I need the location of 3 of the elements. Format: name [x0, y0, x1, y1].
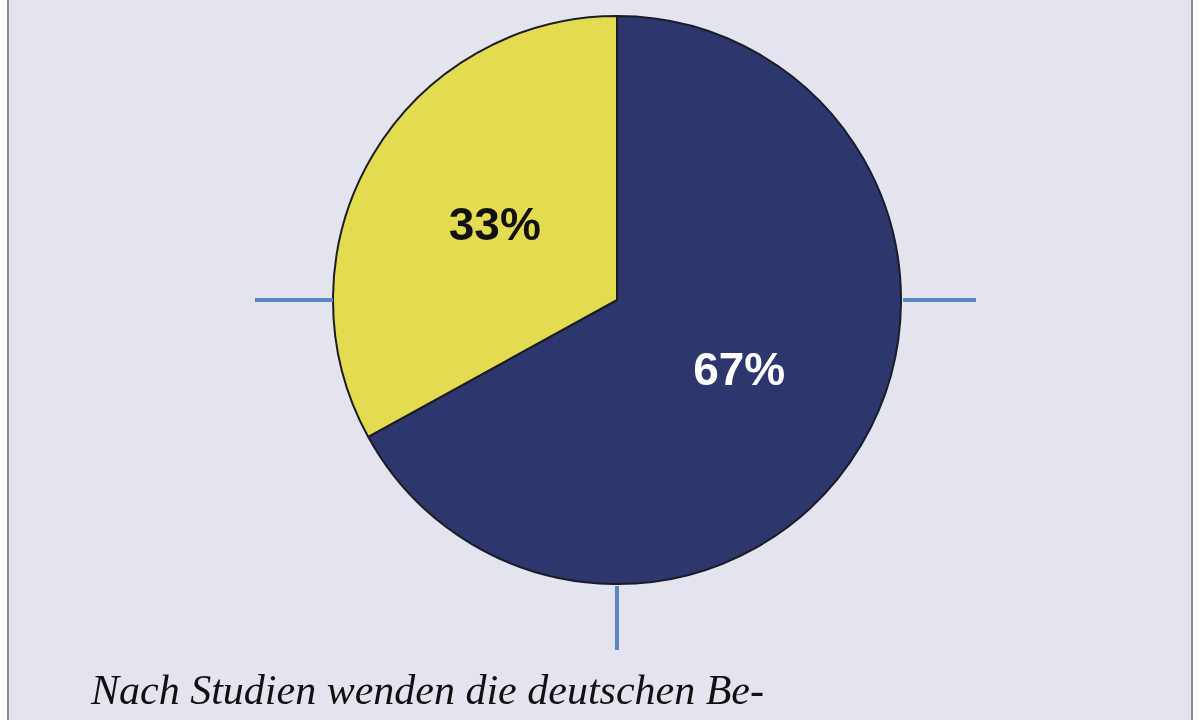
data-label: 33%	[448, 198, 541, 251]
data-label: 67%	[693, 342, 786, 395]
text: Nach Studien wenden die deutschen Be-	[91, 666, 765, 714]
